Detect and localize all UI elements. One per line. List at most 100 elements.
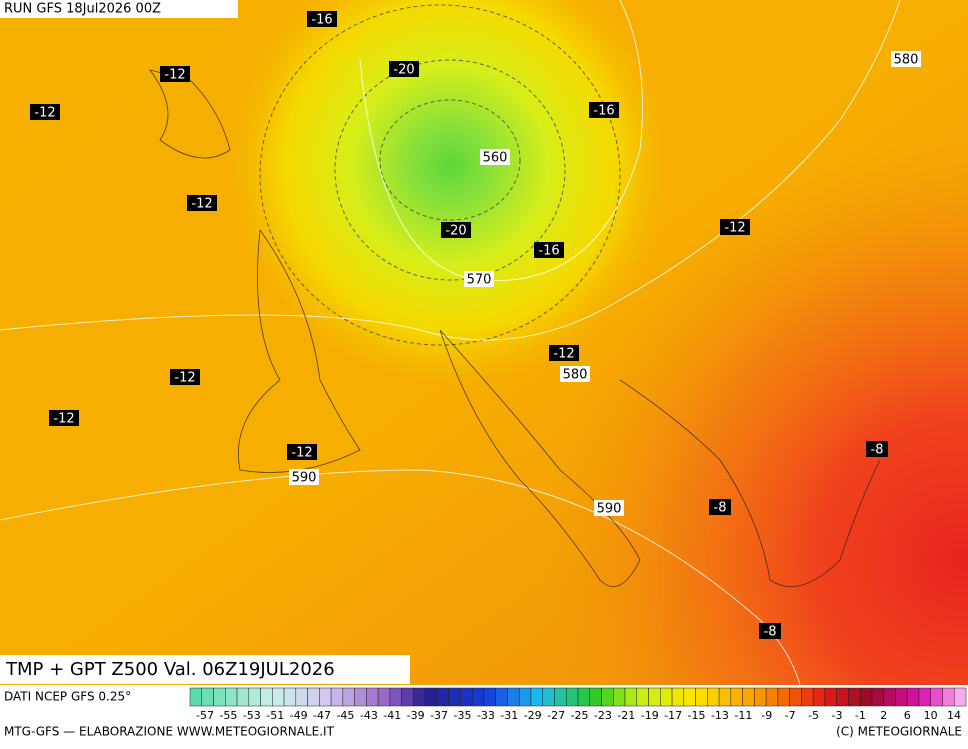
label-box — [891, 51, 921, 67]
map-title: TMP + GPT Z500 Val. 06Z19JUL2026 — [5, 659, 335, 680]
colorbar-swatch — [413, 687, 426, 707]
colorbar-swatch — [448, 687, 461, 707]
isotherm-label: -12 — [291, 446, 312, 461]
colorbar-label: -49 — [290, 709, 308, 722]
label-box — [589, 102, 619, 118]
colorbar-swatch — [754, 687, 767, 707]
colorbar-swatch — [812, 687, 826, 707]
colorbar-label: -39 — [407, 709, 425, 722]
colorbar-swatch — [824, 687, 837, 707]
colorbar-label: -37 — [430, 709, 448, 722]
isotherm-label: -12 — [724, 221, 745, 236]
colorbar-swatch — [213, 687, 226, 707]
colorbar-swatch — [836, 687, 849, 707]
colorbar-label: -41 — [383, 709, 401, 722]
colorbar-swatch — [201, 687, 214, 707]
colorbar-swatch — [377, 687, 391, 707]
isotherm-label: -16 — [538, 244, 559, 259]
colorbar-label: -5 — [808, 709, 819, 722]
colorbar-swatch — [307, 687, 320, 707]
colorbar-label: -47 — [313, 709, 331, 722]
colorbar-swatch — [895, 687, 908, 707]
colorbar-label: -17 — [664, 709, 682, 722]
isohypse-label: 560 — [483, 151, 508, 166]
colorbar-swatch — [460, 687, 473, 707]
credit-label: MTG-GFS — ELABORAZIONE WWW.METEOGIORNALE… — [4, 725, 335, 739]
colorbar-swatch — [189, 687, 203, 707]
colorbar-label: -31 — [500, 709, 518, 722]
colorbar-swatch — [225, 687, 238, 707]
label-box — [866, 441, 888, 457]
isotherm-label: -12 — [164, 68, 185, 83]
colorbar-swatch — [272, 687, 285, 707]
label-box — [307, 11, 337, 27]
colorbar-swatch — [260, 687, 273, 707]
colorbar-swatch — [530, 687, 543, 707]
map-field — [0, 0, 968, 686]
colorbar-swatch — [930, 687, 943, 707]
label-box — [30, 104, 60, 120]
copyright-label: (C) METEOGIORNALE — [836, 725, 962, 739]
label-box — [287, 444, 317, 460]
colorbar-swatch — [295, 687, 308, 707]
colorbar-label: -11 — [734, 709, 752, 722]
colorbar-swatch — [801, 687, 814, 707]
colorbar-swatch — [648, 687, 661, 707]
label-box — [170, 369, 200, 385]
colorbar-swatch — [859, 687, 873, 707]
colorbar-swatch — [495, 687, 508, 707]
colorbar-label: 2 — [880, 709, 887, 722]
colorbar-swatch — [660, 687, 673, 707]
isotherm-label: -12 — [174, 371, 195, 386]
label-box — [160, 66, 190, 82]
colorbar-swatch — [613, 687, 626, 707]
label-box — [534, 242, 564, 258]
isotherm-label: -12 — [553, 347, 574, 362]
label-box — [289, 469, 319, 485]
colorbar-swatch — [354, 687, 367, 707]
colorbar-label: -9 — [761, 709, 772, 722]
colorbar-swatch — [707, 687, 720, 707]
isotherm-label: -12 — [53, 412, 74, 427]
colorbar-swatch — [589, 687, 602, 707]
colorbar-swatch — [565, 687, 579, 707]
colorbar-swatch — [848, 687, 861, 707]
colorbar-swatch — [471, 687, 485, 707]
colorbar-label: -53 — [243, 709, 261, 722]
label-box — [441, 222, 471, 238]
colorbar-swatch — [424, 687, 438, 707]
label-box — [480, 149, 510, 165]
isohypse-label: 570 — [467, 273, 492, 288]
colorbar-swatch — [671, 687, 685, 707]
colorbar-label: -33 — [477, 709, 495, 722]
colorbar-swatch — [695, 687, 708, 707]
label-box — [389, 61, 419, 77]
colorbar: -57 -55 -53 -51 -49 -47 -45 -43 -41 -39 -37 -35 -33-… — [189, 687, 967, 722]
colorbar-swatch — [730, 687, 743, 707]
label-box — [49, 410, 79, 426]
colorbar-swatch — [624, 687, 638, 707]
colorbar-swatch — [765, 687, 779, 707]
isohypse-label: 590 — [597, 502, 622, 517]
colorbar-swatch — [554, 687, 567, 707]
isotherm-label: -16 — [593, 104, 614, 119]
label-box — [759, 623, 781, 639]
isotherm-label: -20 — [445, 224, 466, 239]
header-box — [0, 0, 238, 18]
colorbar-label: 10 — [924, 709, 938, 722]
label-box — [560, 366, 590, 382]
colorbar-label: -15 — [688, 709, 706, 722]
isotherm-label: -20 — [393, 63, 414, 78]
colorbar-swatch — [366, 687, 379, 707]
colorbar-label: -57 — [196, 709, 214, 722]
isotherm-label: -8 — [714, 501, 727, 516]
colorbar-label: -1 — [855, 709, 866, 722]
map-labels: -16 -12 -20 580 -12 -16 560 -12 -20 -16 -12 570 -12 5… — [30, 11, 921, 640]
isotherm-label: -16 — [311, 13, 332, 28]
isotherm-label: -8 — [871, 443, 884, 458]
label-box — [187, 195, 217, 211]
colorbar-swatch — [718, 687, 732, 707]
label-box — [594, 500, 624, 516]
colorbar-label: -43 — [360, 709, 378, 722]
